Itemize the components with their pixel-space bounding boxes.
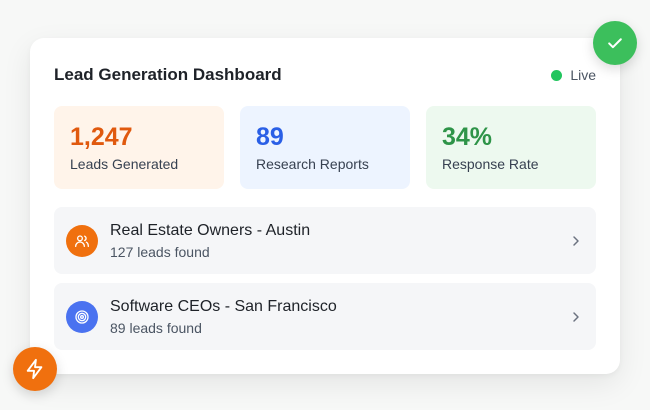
check-button[interactable] [593, 21, 637, 65]
search-row-text: Software CEOs - San Francisco 89 leads f… [110, 297, 568, 336]
search-row-software-ceos-sf[interactable]: Software CEOs - San Francisco 89 leads f… [54, 283, 596, 350]
lightning-button[interactable] [13, 347, 57, 391]
stat-card-leads-generated: 1,247 Leads Generated [54, 106, 224, 189]
search-row-subtitle: 89 leads found [110, 320, 202, 336]
dashboard-card: Lead Generation Dashboard Live 1,247 Lea… [30, 38, 620, 374]
search-row-text: Real Estate Owners - Austin 127 leads fo… [110, 221, 568, 260]
search-row-real-estate-austin[interactable]: Real Estate Owners - Austin 127 leads fo… [54, 207, 596, 274]
check-icon [608, 38, 622, 49]
target-icon [66, 300, 98, 333]
lightning-icon [26, 358, 43, 380]
stat-label: Response Rate [442, 156, 539, 172]
stat-card-research-reports: 89 Research Reports [240, 106, 410, 189]
stat-value: 1,247 [70, 123, 133, 151]
search-row-title: Software CEOs - San Francisco [110, 298, 337, 315]
live-status-dot [551, 69, 563, 81]
stat-value: 89 [256, 123, 284, 151]
card-header: Lead Generation Dashboard Live [54, 64, 596, 86]
search-row-title: Real Estate Owners - Austin [110, 222, 311, 239]
stat-label: Research Reports [256, 156, 369, 172]
stat-label: Leads Generated [70, 156, 179, 172]
search-list: Real Estate Owners - Austin 127 leads fo… [54, 207, 596, 350]
chevron-right-icon [573, 235, 579, 246]
chevron-right-icon [573, 311, 579, 322]
search-row-subtitle: 127 leads found [110, 244, 210, 260]
stat-card-response-rate: 34% Response Rate [426, 106, 596, 189]
live-status-label: Live [570, 67, 596, 83]
stats-row: 1,247 Leads Generated 89 Research Report… [54, 106, 596, 189]
live-status: Live [551, 67, 596, 83]
dashboard-title: Lead Generation Dashboard [54, 65, 282, 84]
stat-value: 34% [442, 123, 493, 151]
users-icon [66, 224, 98, 257]
